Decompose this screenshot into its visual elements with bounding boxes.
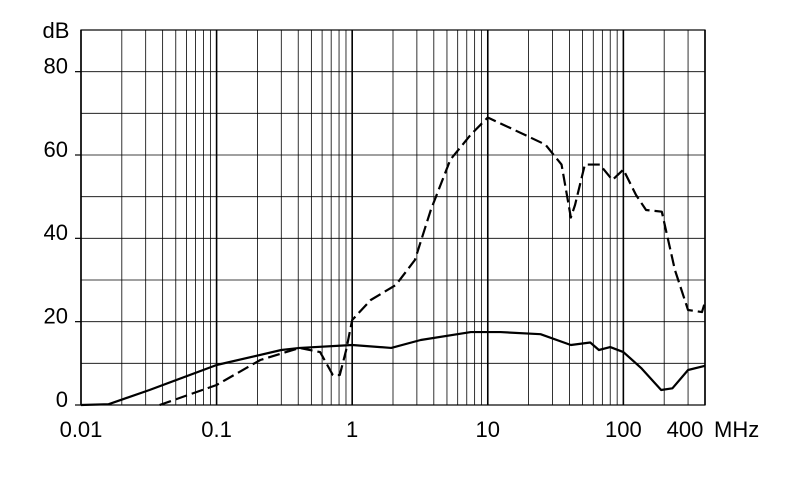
y-tick-label: 60	[44, 137, 68, 162]
x-axis-label: MHz	[714, 417, 759, 442]
y-tick-label: 80	[44, 53, 68, 78]
y-tick-label: 40	[44, 220, 68, 245]
line-series	[159, 116, 707, 407]
plot-frame	[80, 29, 706, 406]
y-tick-label: 20	[44, 303, 68, 328]
line-series	[80, 330, 706, 407]
y-axis-label: dB	[43, 18, 70, 43]
x-tick-label: 400	[667, 417, 704, 442]
x-tick-label: 0.01	[60, 417, 103, 442]
x-tick-label: 100	[605, 417, 642, 442]
x-tick-label: 0.1	[201, 417, 232, 442]
x-tick-label: 1	[346, 417, 358, 442]
x-tick-label: 10	[476, 417, 500, 442]
y-tick-label: 0	[56, 387, 68, 412]
